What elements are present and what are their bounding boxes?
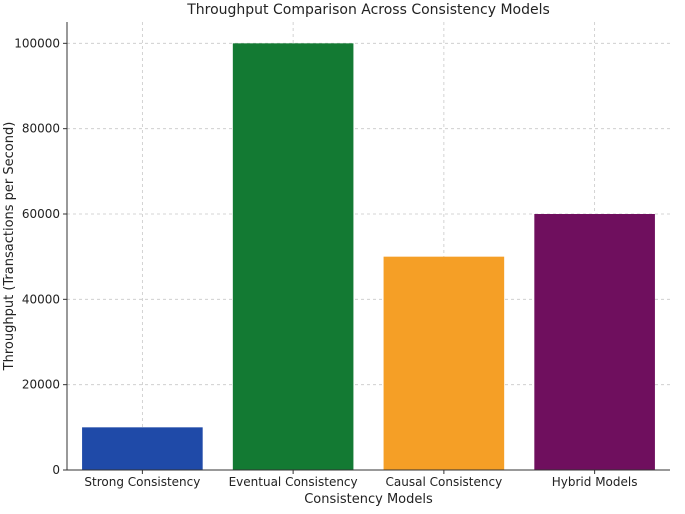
y-tick-label: 60000 (22, 207, 60, 221)
x-tick-label: Eventual Consistency (229, 475, 358, 489)
bars (82, 43, 655, 470)
x-tick-label: Hybrid Models (552, 475, 638, 489)
x-axis-label: Consistency Models (304, 492, 433, 507)
bar-hybrid-models (534, 214, 655, 470)
y-tick-label: 100000 (14, 36, 60, 50)
bar-strong-consistency (82, 427, 203, 470)
tick-labels: 0 20000 40000 60000 80000 100000 Strong Consis… (14, 36, 637, 489)
y-tick-label: 20000 (22, 378, 60, 392)
y-tick-label: 0 (52, 463, 60, 477)
bar-causal-consistency (383, 256, 505, 470)
y-tick-label: 40000 (22, 292, 60, 306)
bar-eventual-consistency (232, 43, 354, 470)
x-tick-label: Causal Consistency (386, 475, 503, 489)
y-axis-label: Throughput (Transactions per Second) (2, 122, 17, 372)
chart-title: Throughput Comparison Across Consistency… (186, 2, 550, 18)
y-tick-label: 80000 (22, 122, 60, 136)
x-tick-label: Strong Consistency (84, 475, 200, 489)
axes (63, 22, 670, 474)
